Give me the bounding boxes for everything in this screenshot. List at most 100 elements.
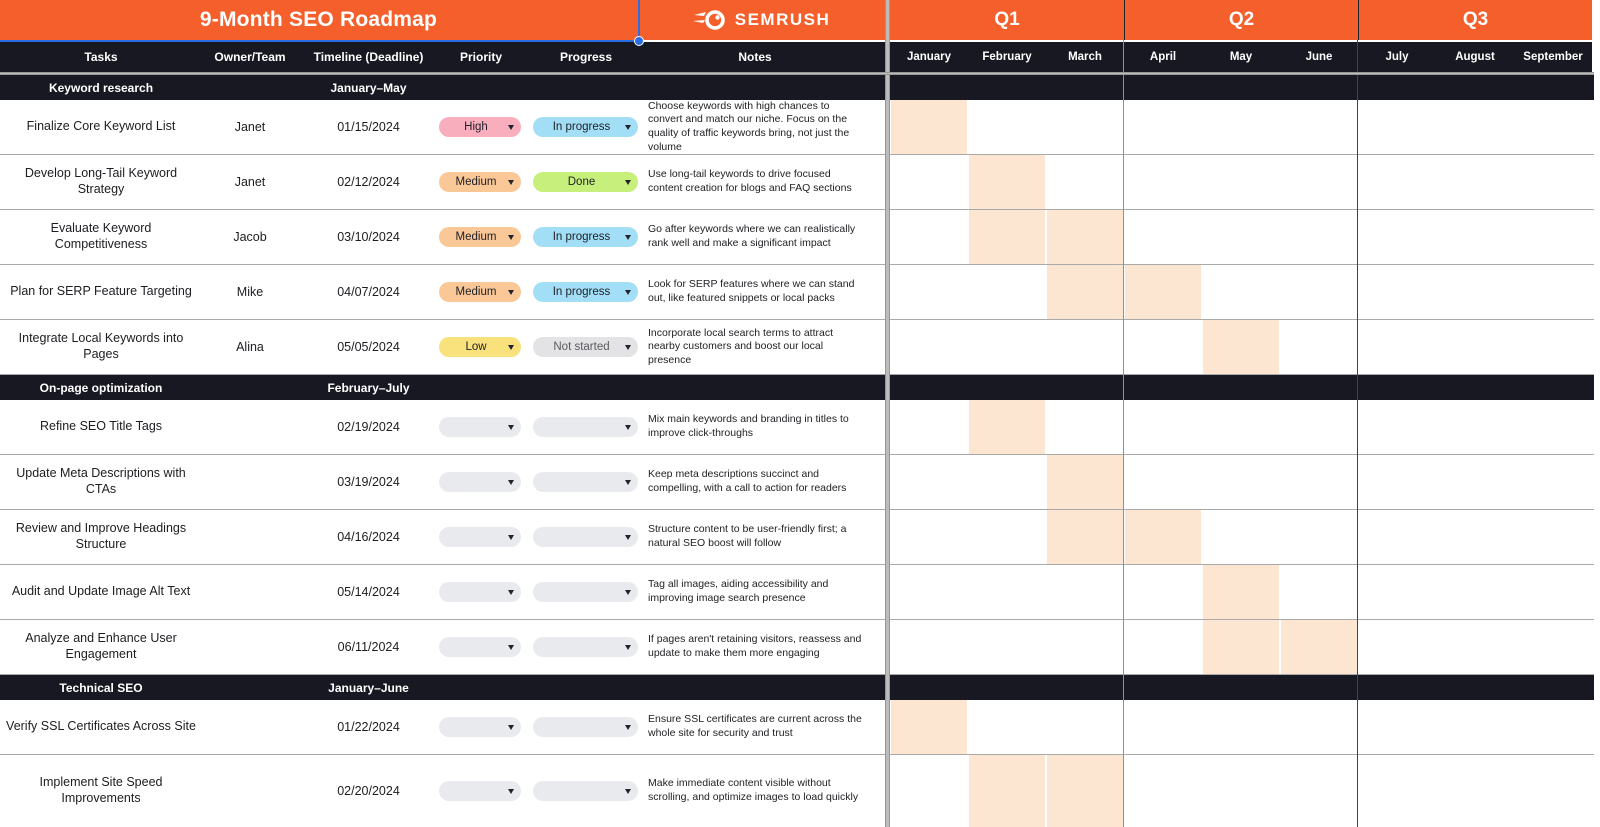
owner-cell[interactable]: Jacob — [233, 230, 267, 244]
gantt-cell-april[interactable] — [1124, 400, 1202, 454]
progress-dropdown[interactable] — [533, 417, 638, 437]
gantt-cell-january[interactable] — [890, 510, 968, 564]
progress-dropdown[interactable]: In progress — [533, 282, 638, 302]
gantt-cell-may[interactable] — [1202, 620, 1280, 674]
gantt-cell-september[interactable] — [1514, 700, 1592, 754]
gantt-cell-january[interactable] — [890, 400, 968, 454]
owner-cell[interactable]: Mike — [236, 285, 264, 299]
gantt-cell-april[interactable] — [1124, 700, 1202, 754]
deadline-cell[interactable]: 05/14/2024 — [337, 585, 400, 599]
task-name-cell[interactable]: Audit and Update Image Alt Text — [11, 584, 191, 599]
priority-dropdown[interactable]: High — [439, 117, 521, 137]
gantt-cell-may[interactable] — [1202, 320, 1280, 374]
priority-dropdown[interactable] — [439, 781, 521, 801]
gantt-cell-april[interactable] — [1124, 320, 1202, 374]
gantt-cell-january[interactable] — [890, 620, 968, 674]
gantt-cell-september[interactable] — [1514, 755, 1592, 827]
task-name-cell[interactable]: Review and Improve Headings Structure — [15, 521, 187, 551]
gantt-cell-june[interactable] — [1280, 700, 1358, 754]
notes-cell[interactable]: Ensure SSL certificates are current acro… — [648, 713, 862, 739]
notes-cell[interactable]: Incorporate local search terms to attrac… — [648, 326, 833, 366]
progress-dropdown[interactable]: Done — [533, 172, 638, 192]
owner-cell[interactable] — [200, 455, 300, 509]
gantt-cell-april[interactable] — [1124, 265, 1202, 319]
gantt-cell-june[interactable] — [1280, 320, 1358, 374]
gantt-cell-august[interactable] — [1436, 755, 1514, 827]
frozen-column-divider[interactable] — [885, 0, 890, 827]
gantt-cell-april[interactable] — [1124, 100, 1202, 154]
gantt-cell-september[interactable] — [1514, 155, 1592, 209]
gantt-cell-february[interactable] — [968, 510, 1046, 564]
gantt-cell-january[interactable] — [890, 455, 968, 509]
gantt-cell-august[interactable] — [1436, 455, 1514, 509]
gantt-cell-july[interactable] — [1358, 320, 1436, 374]
deadline-cell[interactable]: 03/10/2024 — [337, 230, 400, 244]
gantt-cell-september[interactable] — [1514, 620, 1592, 674]
gantt-cell-june[interactable] — [1280, 510, 1358, 564]
progress-dropdown[interactable]: Not started — [533, 337, 638, 357]
notes-cell[interactable]: Make immediate content visible without s… — [648, 777, 859, 803]
gantt-cell-august[interactable] — [1436, 100, 1514, 154]
priority-dropdown[interactable] — [439, 637, 521, 657]
gantt-cell-february[interactable] — [968, 620, 1046, 674]
priority-dropdown[interactable]: Medium — [439, 172, 521, 192]
gantt-cell-april[interactable] — [1124, 565, 1202, 619]
gantt-cell-january[interactable] — [890, 565, 968, 619]
gantt-cell-july[interactable] — [1358, 700, 1436, 754]
progress-dropdown[interactable]: In progress — [533, 227, 638, 247]
gantt-cell-september[interactable] — [1514, 455, 1592, 509]
gantt-cell-april[interactable] — [1124, 510, 1202, 564]
progress-dropdown[interactable] — [533, 527, 638, 547]
gantt-cell-july[interactable] — [1358, 620, 1436, 674]
gantt-cell-august[interactable] — [1436, 265, 1514, 319]
gantt-cell-june[interactable] — [1280, 620, 1358, 674]
gantt-cell-february[interactable] — [968, 565, 1046, 619]
gantt-cell-march[interactable] — [1046, 210, 1124, 264]
task-name-cell[interactable]: Integrate Local Keywords into Pages — [18, 331, 184, 361]
owner-cell[interactable]: Janet — [234, 120, 266, 134]
task-name-cell[interactable]: Plan for SERP Feature Targeting — [10, 284, 192, 299]
gantt-cell-june[interactable] — [1280, 265, 1358, 319]
gantt-cell-september[interactable] — [1514, 210, 1592, 264]
gantt-cell-january[interactable] — [890, 700, 968, 754]
gantt-cell-july[interactable] — [1358, 455, 1436, 509]
owner-cell[interactable]: Janet — [234, 175, 266, 189]
gantt-cell-june[interactable] — [1280, 565, 1358, 619]
gantt-cell-april[interactable] — [1124, 755, 1202, 827]
deadline-cell[interactable]: 01/15/2024 — [337, 120, 400, 134]
deadline-cell[interactable]: 02/19/2024 — [337, 420, 400, 434]
gantt-cell-june[interactable] — [1280, 455, 1358, 509]
gantt-cell-may[interactable] — [1202, 510, 1280, 564]
gantt-cell-march[interactable] — [1046, 620, 1124, 674]
gantt-cell-may[interactable] — [1202, 210, 1280, 264]
owner-cell[interactable] — [200, 755, 300, 827]
deadline-cell[interactable]: 04/07/2024 — [337, 285, 400, 299]
priority-dropdown[interactable] — [439, 472, 521, 492]
gantt-cell-september[interactable] — [1514, 510, 1592, 564]
gantt-cell-february[interactable] — [968, 100, 1046, 154]
owner-cell[interactable] — [200, 400, 300, 454]
gantt-cell-april[interactable] — [1124, 455, 1202, 509]
gantt-cell-june[interactable] — [1280, 210, 1358, 264]
notes-cell[interactable]: Look for SERP features where we can stan… — [648, 278, 855, 304]
gantt-cell-september[interactable] — [1514, 265, 1592, 319]
task-name-cell[interactable]: Implement Site Speed Improvements — [39, 775, 163, 805]
gantt-cell-august[interactable] — [1436, 565, 1514, 619]
selection-fill-handle[interactable] — [634, 36, 644, 46]
gantt-cell-january[interactable] — [890, 100, 968, 154]
gantt-cell-august[interactable] — [1436, 320, 1514, 374]
gantt-cell-june[interactable] — [1280, 755, 1358, 827]
deadline-cell[interactable]: 05/05/2024 — [337, 340, 400, 354]
gantt-cell-july[interactable] — [1358, 565, 1436, 619]
task-name-cell[interactable]: Refine SEO Title Tags — [39, 419, 163, 434]
priority-dropdown[interactable] — [439, 527, 521, 547]
gantt-cell-july[interactable] — [1358, 210, 1436, 264]
gantt-cell-march[interactable] — [1046, 510, 1124, 564]
notes-cell[interactable]: Choose keywords with high chances to con… — [648, 99, 850, 153]
priority-dropdown[interactable] — [439, 582, 521, 602]
gantt-cell-march[interactable] — [1046, 100, 1124, 154]
priority-dropdown[interactable] — [439, 717, 521, 737]
notes-cell[interactable]: If pages aren't retaining visitors, reas… — [648, 633, 862, 659]
deadline-cell[interactable]: 04/16/2024 — [337, 530, 400, 544]
gantt-cell-january[interactable] — [890, 755, 968, 827]
